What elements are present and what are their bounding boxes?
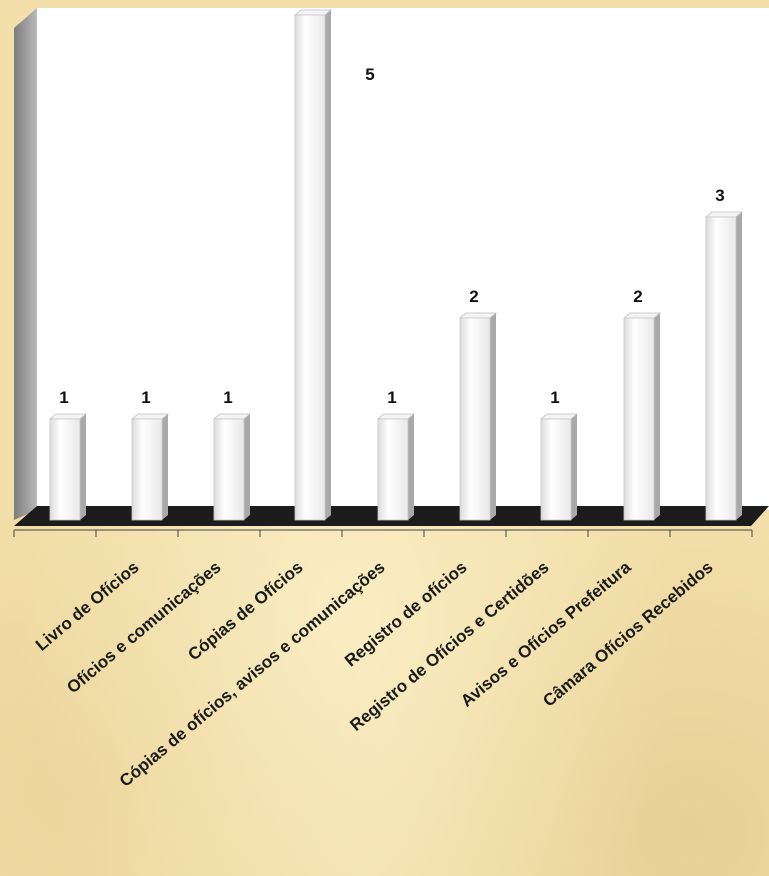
bar — [622, 312, 662, 521]
bar-top — [539, 413, 579, 420]
bar-top — [704, 211, 744, 218]
data-label: 1 — [59, 388, 68, 407]
bar-top — [48, 413, 88, 420]
bar — [704, 211, 744, 521]
bar-top — [130, 413, 170, 420]
bar-front — [623, 317, 655, 521]
data-label: 1 — [141, 388, 150, 407]
data-label: 3 — [715, 186, 724, 205]
bar-top — [376, 413, 416, 420]
data-label: 1 — [223, 388, 232, 407]
data-label: 1 — [387, 388, 396, 407]
bar-front — [705, 216, 737, 521]
bar-top — [293, 9, 333, 16]
category-label: Ofícios e comunicações — [63, 558, 224, 698]
chart-value-labels: 1 1 1 5 1 2 1 2 3 — [59, 65, 724, 407]
bar-front — [131, 418, 163, 521]
bar-front — [49, 418, 81, 521]
data-label: 2 — [469, 287, 478, 306]
bar-side — [244, 414, 250, 520]
bar-front — [377, 418, 409, 521]
bar — [130, 413, 170, 521]
x-axis — [13, 529, 753, 537]
data-label: 2 — [633, 287, 642, 306]
bar-side — [654, 313, 660, 520]
bar-side — [325, 10, 331, 520]
bar — [376, 413, 416, 521]
bar — [539, 413, 579, 521]
bar — [293, 9, 333, 521]
data-label: 1 — [550, 388, 559, 407]
bar-side — [80, 414, 86, 520]
bar-side — [490, 313, 496, 520]
bar-side — [736, 212, 742, 520]
bar-side — [408, 414, 414, 520]
bar — [48, 413, 88, 521]
category-label: Avisos e Ofícios Prefeitura — [457, 557, 635, 711]
bar-top — [622, 312, 662, 319]
chart-bars — [48, 9, 744, 521]
bar-top — [212, 413, 252, 420]
bar-side — [162, 414, 168, 520]
bar-front — [213, 418, 245, 521]
bar — [212, 413, 252, 521]
category-label: Câmara Ofícios Recebidos — [539, 558, 716, 711]
bar-front — [294, 14, 326, 521]
data-label: 5 — [365, 65, 374, 84]
bar-front — [459, 317, 491, 521]
bar-side — [571, 414, 577, 520]
bar-top — [458, 312, 498, 319]
bar-front — [540, 418, 572, 521]
side-wall — [14, 8, 37, 520]
bar — [458, 312, 498, 521]
